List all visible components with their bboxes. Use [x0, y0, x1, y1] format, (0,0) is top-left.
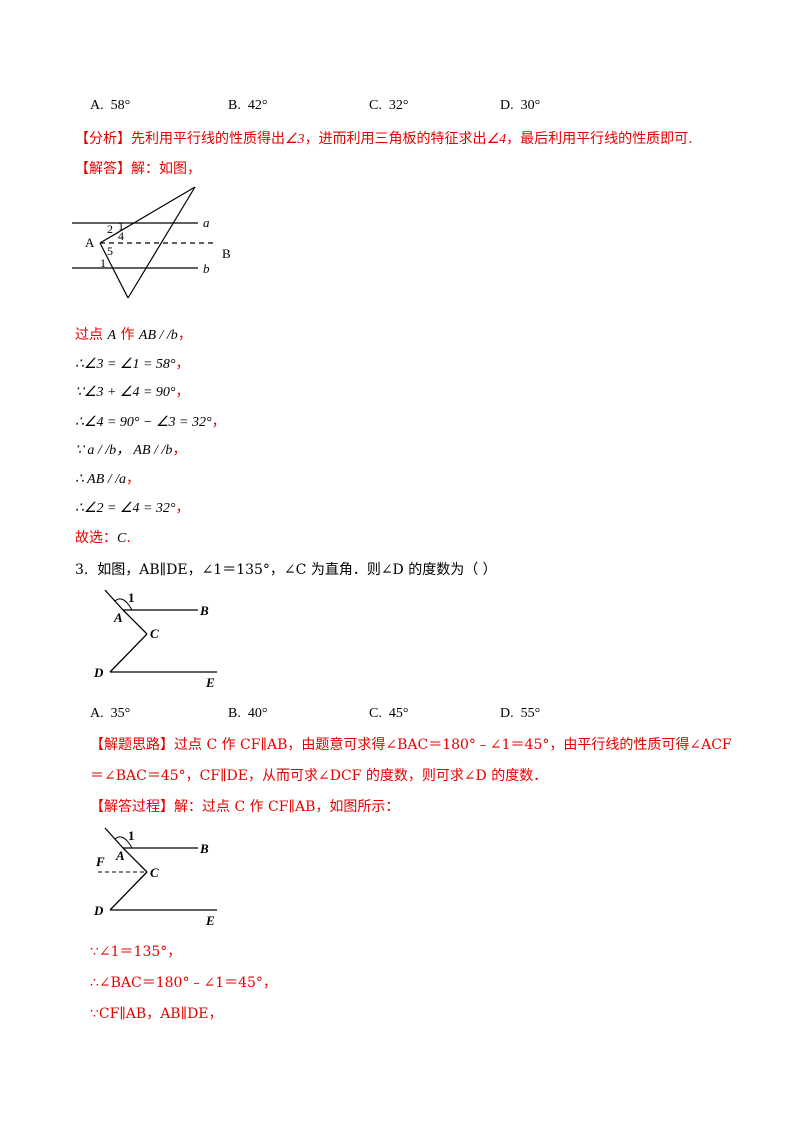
fig-label-1: 1 [128, 590, 135, 605]
q2-parallel-lines-figure: 2 1 4 A 5 1 a b B [72, 186, 231, 299]
fig-label-5: 5 [107, 244, 113, 258]
q2-choice: 故选：C. [75, 530, 131, 546]
fig-label-B: B [199, 841, 209, 856]
q2-step-5: ∵ a / /b， AB / /b， [75, 442, 187, 458]
fig-label-a: a [203, 215, 210, 230]
angle-1-arc [114, 598, 133, 611]
line-CD [109, 871, 148, 911]
fig-label-A: A [115, 848, 125, 863]
q3-option-b: B. 40° [228, 706, 268, 721]
fig-label-1: 1 [128, 828, 135, 843]
q3-option-c: C. 45° [369, 706, 409, 721]
q3-process-heading: 【解答过程】解：过点 C 作 CF∥AB，如图所示： [90, 799, 400, 815]
triangle-side-3 [99, 242, 129, 299]
fig-label-D: D [93, 903, 104, 918]
q2-step-1: 过点 A 作 AB / /b， [75, 327, 192, 343]
line-AC [122, 609, 148, 635]
q2-step-7: ∴∠2 = ∠4 = 32°， [75, 500, 190, 516]
triangle-side-2 [127, 186, 196, 299]
q3-thinking-line-2: ＝∠BAC＝45°，CF∥DE，从而可求∠DCF 的度数，则可求∠D 的度数． [90, 768, 548, 784]
fig-label-1: 1 [100, 256, 106, 270]
q3-step-2: ∴∠BAC＝180°﹣∠1＝45°， [90, 975, 277, 991]
q2-option-d: D. 30° [500, 98, 541, 113]
fig-label-B: B [222, 246, 231, 261]
q3-thinking-line-1: 【解题思路】过点 C 作 CF∥AB，由题意可求得∠BAC＝180°﹣∠1＝45… [90, 737, 732, 753]
q2-option-b: B. 42° [228, 98, 268, 113]
q2-step-4: ∴∠4 = 90° − ∠3 = 32°， [75, 414, 226, 430]
line-diag-top [104, 827, 124, 849]
line-CD [109, 633, 148, 673]
fig-label-E: E [205, 675, 215, 690]
q2-option-c: C. 32° [369, 98, 409, 113]
q3-step-1: ∵∠1＝135°， [90, 944, 182, 960]
q3-solution-figure: 1 A B F C D E [93, 827, 217, 928]
q2-answer-heading: 【解答】解：如图， [75, 161, 201, 177]
fig-label-1-top: 1 [118, 219, 124, 233]
q2-analysis: 【分析】先利用平行线的性质得出∠3，进而利用三角板的特征求出∠4，最后利用平行线… [75, 131, 693, 147]
fig-label-2: 2 [107, 222, 113, 236]
q3-figure: 1 B A C D E [93, 589, 217, 690]
line-AC [122, 847, 148, 873]
q2-step-6: ∴ AB / /a， [75, 471, 141, 487]
fig-label-F: F [95, 854, 105, 869]
fig-label-A: A [113, 610, 123, 625]
q2-step-3: ∵∠3 + ∠4 = 90°， [75, 384, 190, 400]
q2-step-2: ∴∠3 = ∠1 = 58°， [75, 356, 190, 372]
angle-1-arc [114, 836, 133, 849]
fig-label-C: C [150, 865, 159, 880]
q2-option-a: A. 58° [90, 98, 131, 113]
fig-label-C: C [150, 626, 159, 641]
fig-label-B: B [199, 603, 209, 618]
q3-option-d: D. 55° [500, 706, 541, 721]
fig-label-A: A [85, 235, 95, 250]
triangle-side-1 [99, 186, 196, 244]
line-diag-top [104, 589, 124, 611]
fig-label-b: b [203, 261, 210, 276]
q3-stem: 3. 如图，AB∥DE，∠1＝135°，∠C 为直角．则∠D 的度数为（ ） [75, 562, 497, 578]
q3-option-a: A. 35° [90, 706, 131, 721]
fig-label-E: E [205, 913, 215, 928]
fig-label-D: D [93, 665, 104, 680]
fig-label-4: 4 [118, 229, 124, 243]
q3-step-3: ∵CF∥AB，AB∥DE， [90, 1006, 223, 1022]
